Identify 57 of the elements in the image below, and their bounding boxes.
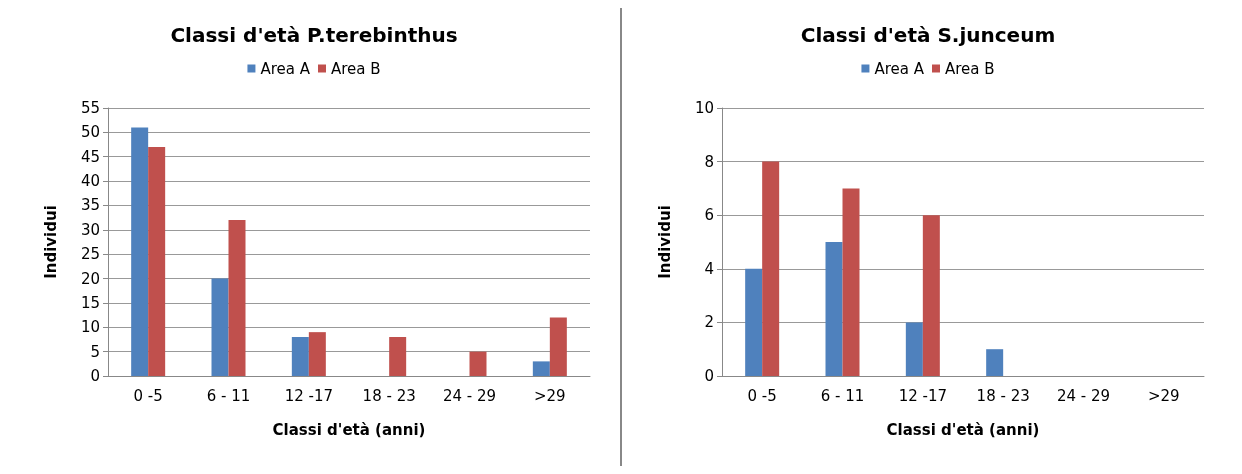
x-tick-label: >29 xyxy=(534,386,566,405)
y-tick-label: 10 xyxy=(694,99,714,117)
y-tick-label: 4 xyxy=(704,259,714,278)
y-tick-label: 5 xyxy=(90,342,100,361)
chart-title: Classi d'età P.terebinthus xyxy=(170,23,458,47)
bar xyxy=(148,146,166,376)
y-tick-label: 20 xyxy=(80,269,100,288)
bar xyxy=(228,220,246,376)
x-tick-label: 6 - 11 xyxy=(820,386,865,405)
y-tick-label: 25 xyxy=(80,245,100,264)
y-tick-label: 2 xyxy=(704,313,714,332)
y-tick-label: 30 xyxy=(80,220,100,239)
x-tick-label: 12 -17 xyxy=(284,386,334,405)
bar xyxy=(745,268,763,376)
y-tick-label: 15 xyxy=(80,293,100,312)
bar xyxy=(922,215,940,376)
y-tick-label: 8 xyxy=(704,152,714,171)
x-tick-label: 24 - 29 xyxy=(1056,386,1111,405)
bar xyxy=(469,351,487,376)
bar xyxy=(825,242,843,376)
x-tick-label: 12 -17 xyxy=(898,386,948,405)
x-tick-label: >29 xyxy=(1148,386,1180,405)
y-tick-label: 55 xyxy=(80,99,100,117)
x-axis-title: Classi d'età (anni) xyxy=(886,420,1040,439)
y-tick-label: 45 xyxy=(80,147,100,166)
y-tick-label: 35 xyxy=(80,196,100,215)
chart-title: Classi d'età S.junceum xyxy=(800,23,1056,47)
bar xyxy=(131,127,149,376)
bar xyxy=(842,188,860,376)
legend-label: Area B xyxy=(944,59,995,78)
bar xyxy=(308,332,326,376)
x-tick-label: 0 -5 xyxy=(133,386,163,405)
x-tick-label: 6 - 11 xyxy=(206,386,251,405)
y-axis-title: Individui xyxy=(655,205,674,279)
bar xyxy=(986,349,1004,376)
bar xyxy=(389,337,407,376)
legend-label: Area A xyxy=(874,59,925,78)
y-axis-title: Individui xyxy=(41,205,60,279)
y-tick-label: 10 xyxy=(80,318,100,337)
y-tick-label: 40 xyxy=(80,172,100,191)
x-tick-label: 18 - 23 xyxy=(362,386,416,405)
x-tick-label: 18 - 23 xyxy=(976,386,1030,405)
x-tick-label: 0 -5 xyxy=(747,386,777,405)
y-tick-label: 0 xyxy=(90,367,100,385)
x-tick-label: 24 - 29 xyxy=(442,386,497,405)
y-tick-label: 6 xyxy=(704,206,714,225)
y-tick-label: 50 xyxy=(80,123,100,142)
legend-label: Area A xyxy=(260,59,311,78)
bar xyxy=(291,337,309,376)
bar xyxy=(905,322,923,376)
bar xyxy=(532,361,550,376)
bar xyxy=(762,161,780,376)
legend-label: Area B xyxy=(330,59,381,78)
y-tick-label: 0 xyxy=(704,367,714,385)
bar xyxy=(549,317,567,376)
x-axis-title: Classi d'età (anni) xyxy=(272,420,426,439)
bar xyxy=(211,278,229,376)
